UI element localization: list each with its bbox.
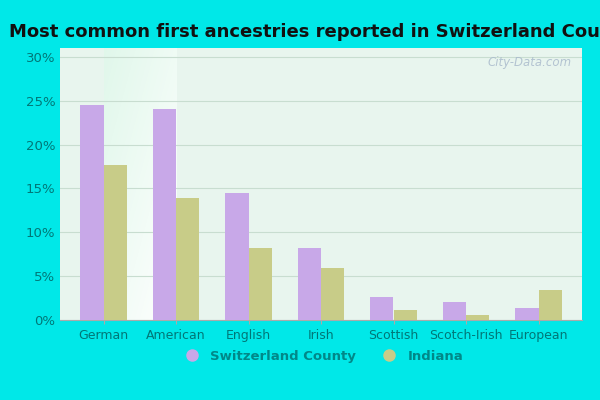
Bar xyxy=(394,310,417,320)
Bar xyxy=(515,308,539,320)
Legend: Switzerland County, Indiana: Switzerland County, Indiana xyxy=(173,344,469,368)
Bar xyxy=(321,268,344,320)
Bar xyxy=(176,198,199,320)
Bar xyxy=(226,193,248,320)
Bar xyxy=(443,302,466,320)
Bar xyxy=(80,105,104,320)
Text: City-Data.com: City-Data.com xyxy=(487,56,572,69)
Bar xyxy=(104,165,127,320)
Title: Most common first ancestries reported in Switzerland County: Most common first ancestries reported in… xyxy=(9,23,600,41)
Bar xyxy=(298,248,321,320)
Bar xyxy=(153,110,176,320)
Bar xyxy=(370,297,394,320)
Bar xyxy=(466,315,489,320)
Bar xyxy=(248,248,272,320)
Bar xyxy=(539,290,562,320)
